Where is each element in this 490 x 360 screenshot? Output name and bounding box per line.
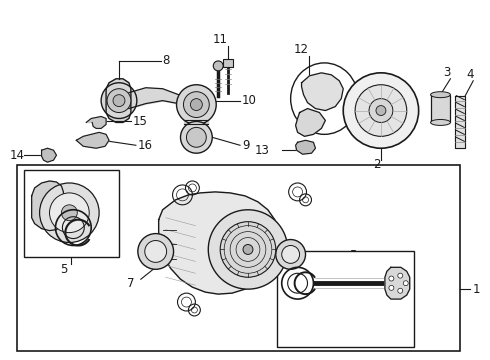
Circle shape	[113, 95, 125, 107]
Text: 7: 7	[127, 277, 135, 290]
Text: 6: 6	[98, 198, 106, 211]
Circle shape	[49, 193, 89, 233]
Text: 16: 16	[138, 139, 153, 152]
Circle shape	[220, 222, 276, 277]
Text: 15: 15	[133, 115, 148, 128]
Bar	[277, 251, 414, 347]
Circle shape	[398, 273, 403, 278]
Circle shape	[376, 105, 386, 116]
Polygon shape	[106, 79, 131, 122]
Text: 11: 11	[213, 33, 228, 46]
Text: 8: 8	[163, 54, 170, 67]
Circle shape	[276, 239, 306, 269]
Circle shape	[191, 99, 202, 111]
Text: 5: 5	[349, 249, 357, 262]
Circle shape	[343, 73, 418, 148]
Circle shape	[389, 276, 394, 281]
Text: 1: 1	[472, 283, 480, 296]
Text: 5: 5	[60, 263, 67, 276]
Polygon shape	[295, 109, 325, 136]
Text: 7: 7	[280, 279, 288, 292]
Circle shape	[180, 121, 212, 153]
Circle shape	[389, 285, 394, 291]
Polygon shape	[32, 181, 63, 231]
Circle shape	[101, 83, 137, 118]
Text: 6: 6	[298, 310, 305, 323]
Polygon shape	[295, 140, 316, 154]
Circle shape	[282, 246, 299, 264]
Polygon shape	[301, 73, 343, 111]
Bar	[24, 170, 119, 257]
Text: 13: 13	[255, 144, 270, 157]
Polygon shape	[159, 192, 278, 294]
Ellipse shape	[431, 120, 450, 125]
Circle shape	[40, 183, 99, 243]
Polygon shape	[455, 96, 466, 148]
Circle shape	[138, 234, 173, 269]
Text: 12: 12	[294, 42, 309, 55]
Text: 4: 4	[466, 68, 474, 81]
Polygon shape	[86, 117, 106, 129]
Ellipse shape	[431, 92, 450, 98]
Bar	[431, 95, 450, 122]
Circle shape	[369, 99, 393, 122]
Circle shape	[176, 85, 216, 125]
Circle shape	[403, 281, 408, 286]
Circle shape	[355, 85, 407, 136]
Text: 14: 14	[10, 149, 25, 162]
Circle shape	[213, 61, 223, 71]
Circle shape	[398, 288, 403, 293]
Text: 9: 9	[242, 139, 249, 152]
Circle shape	[208, 210, 288, 289]
Polygon shape	[42, 148, 56, 162]
Circle shape	[61, 205, 77, 221]
Bar	[17, 165, 460, 351]
Circle shape	[187, 127, 206, 147]
Circle shape	[107, 89, 131, 113]
Circle shape	[145, 240, 167, 262]
Circle shape	[243, 244, 253, 255]
Text: 2: 2	[373, 158, 381, 171]
Text: 3: 3	[443, 66, 450, 79]
Bar	[223, 59, 233, 67]
Polygon shape	[385, 267, 410, 299]
Text: 10: 10	[242, 94, 257, 107]
Circle shape	[183, 92, 209, 117]
Polygon shape	[76, 132, 109, 148]
